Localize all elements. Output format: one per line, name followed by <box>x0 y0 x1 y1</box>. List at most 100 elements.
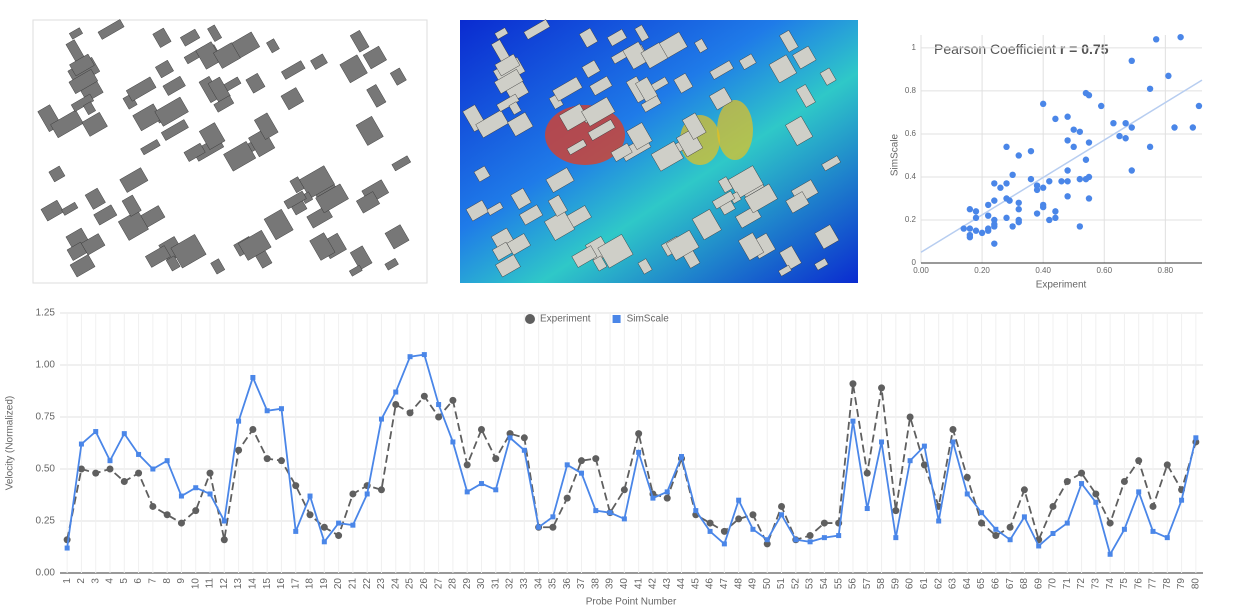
x-tick-label: 13 <box>233 578 244 590</box>
y-tick-label: 0.8 <box>905 86 917 95</box>
building <box>778 264 792 277</box>
point <box>1135 457 1143 465</box>
point <box>320 523 328 531</box>
point <box>1064 178 1071 185</box>
building <box>195 41 223 70</box>
point <box>335 532 343 540</box>
x-tick-label: 4 <box>105 578 116 584</box>
point <box>1049 502 1057 510</box>
point <box>1150 528 1156 534</box>
x-tick-label: 76 <box>1133 578 1144 590</box>
x-tick-label: 16 <box>276 578 287 590</box>
x-tick-label: 11 <box>205 578 216 589</box>
x-tick-label: 5 <box>119 578 130 584</box>
point <box>972 227 980 234</box>
point <box>249 425 257 433</box>
point <box>478 481 484 487</box>
building <box>61 201 79 216</box>
x-tick-label: 53 <box>805 578 816 590</box>
point <box>836 533 842 539</box>
x-tick-label: 77 <box>1148 578 1159 590</box>
building <box>523 19 551 40</box>
building <box>68 69 99 95</box>
point <box>1163 461 1171 469</box>
x-tick-label: 39 <box>605 578 616 590</box>
point <box>806 532 814 540</box>
x-tick-label: 20 <box>333 578 344 590</box>
building <box>84 187 106 210</box>
point <box>721 541 727 547</box>
annotation: Pearson Coefficient r = 0.75 <box>934 41 1109 57</box>
point <box>1039 201 1047 209</box>
point <box>277 457 285 465</box>
y-tick-label: 1 <box>912 43 917 52</box>
building <box>69 254 96 278</box>
building <box>355 115 384 146</box>
point <box>1050 530 1056 536</box>
x-tick-label: 73 <box>1090 578 1101 590</box>
point <box>663 494 671 502</box>
building <box>362 45 387 70</box>
x-tick-label: 35 <box>548 578 559 590</box>
building <box>727 165 764 199</box>
building <box>486 201 504 216</box>
point <box>321 539 327 545</box>
point <box>1064 113 1071 120</box>
building <box>506 233 531 256</box>
point <box>1015 199 1022 206</box>
building <box>581 59 601 79</box>
building <box>339 54 368 84</box>
building <box>606 28 628 47</box>
point <box>1128 124 1135 131</box>
building <box>117 210 149 241</box>
building <box>819 67 837 86</box>
x-tick-label: 43 <box>662 578 673 590</box>
x-tick-label: 49 <box>748 578 759 590</box>
building <box>40 199 64 222</box>
building <box>779 245 802 271</box>
x-tick-label: 75 <box>1119 578 1130 590</box>
building <box>391 155 412 172</box>
point <box>979 510 985 516</box>
point <box>707 528 713 534</box>
point <box>1036 543 1042 549</box>
x-tick-label: 7 <box>148 578 159 584</box>
point <box>1009 171 1016 179</box>
x-tick-label: 33 <box>519 578 530 590</box>
building <box>213 42 241 69</box>
x-tick-label: 29 <box>462 578 473 590</box>
point <box>235 446 243 454</box>
point <box>120 477 128 485</box>
x-tick-label: 62 <box>933 578 944 590</box>
point <box>1046 216 1053 224</box>
point <box>107 458 113 464</box>
point <box>778 502 786 510</box>
x-tick-label: 42 <box>648 578 659 590</box>
x-tick-label: 66 <box>990 578 1001 590</box>
point <box>991 221 998 228</box>
point <box>93 429 99 435</box>
building <box>170 234 207 269</box>
point <box>207 491 213 497</box>
building <box>640 42 669 69</box>
x-tick-label: 65 <box>976 578 987 590</box>
y-axis-title: SimScale <box>890 133 901 176</box>
legend-label: Experiment <box>540 314 591 325</box>
x-tick-label: 48 <box>733 578 744 590</box>
building <box>637 258 653 275</box>
building <box>622 41 650 70</box>
building <box>356 191 381 214</box>
point <box>984 225 992 232</box>
building <box>589 75 613 96</box>
point <box>292 482 300 490</box>
point <box>1015 152 1022 159</box>
point <box>1003 143 1010 151</box>
point <box>906 413 914 421</box>
x-tick-label: 18 <box>305 578 316 590</box>
point <box>992 532 1000 540</box>
building <box>544 210 576 241</box>
building <box>566 139 587 156</box>
x-tick-label: 60 <box>905 578 916 590</box>
point <box>863 469 871 477</box>
point <box>949 425 957 433</box>
